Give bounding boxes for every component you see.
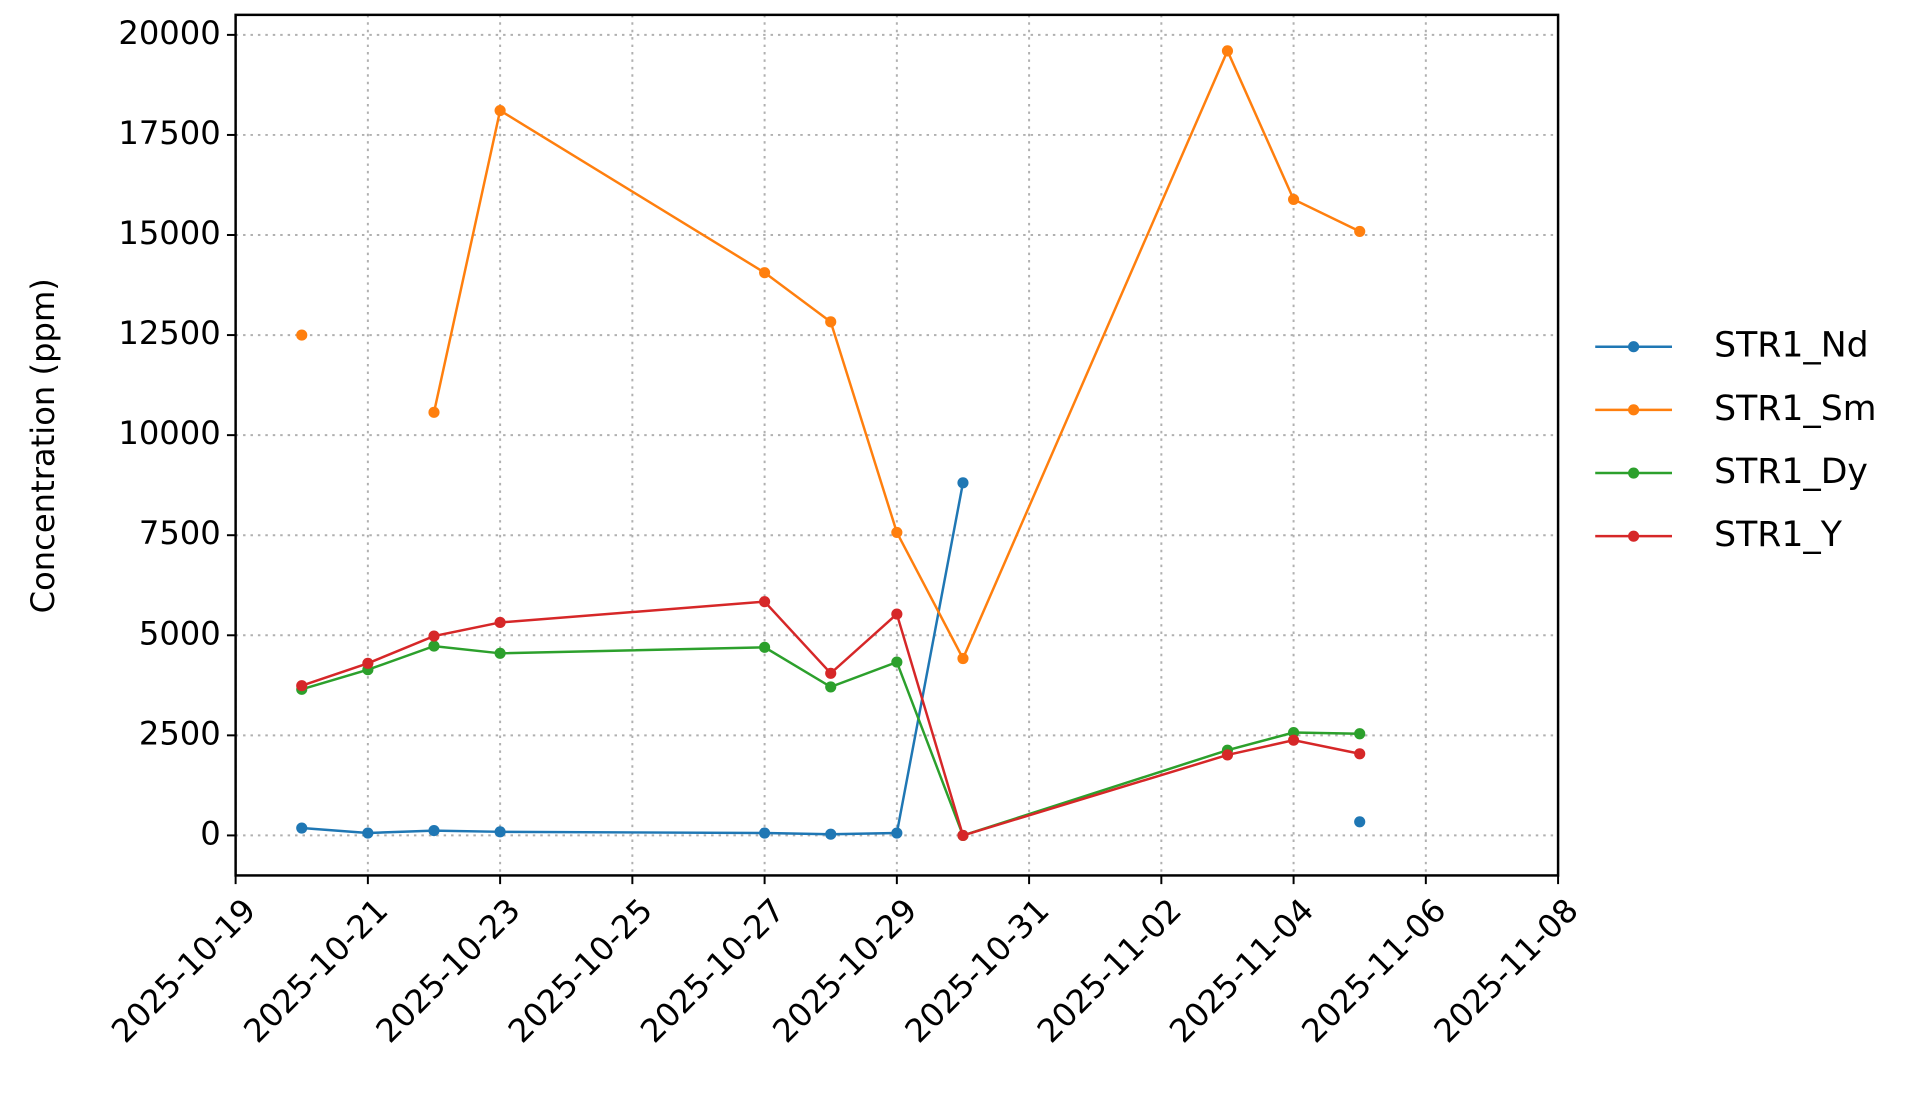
legend-label: STR1_Nd	[1714, 326, 1869, 366]
data-point	[494, 104, 506, 117]
data-point	[494, 647, 506, 659]
plot-frame	[234, 13, 1560, 877]
data-point	[759, 596, 771, 608]
data-point	[428, 825, 440, 837]
series-line	[301, 600, 1360, 837]
data-point	[1354, 816, 1366, 828]
data-point	[428, 406, 440, 418]
legend-label: STR1_Y	[1714, 515, 1843, 555]
legend-label: STR1_Dy	[1714, 452, 1868, 492]
data-point	[891, 526, 903, 538]
data-point	[957, 829, 969, 841]
data-point	[296, 329, 308, 341]
data-point	[362, 657, 374, 669]
y-tick-label: 10000	[118, 414, 220, 452]
y-tick-label: 20000	[118, 14, 220, 52]
data-point	[957, 477, 969, 489]
legend-marker	[1628, 341, 1640, 353]
data-point	[1221, 45, 1234, 57]
y-tick-label: 15000	[118, 214, 220, 252]
data-point	[1354, 748, 1366, 760]
data-point	[759, 641, 771, 653]
data-point	[1354, 728, 1366, 740]
data-point	[825, 667, 837, 679]
data-point	[1354, 225, 1366, 237]
y-axis-label: Concentration (ppm)	[24, 278, 62, 613]
data-point	[1288, 734, 1300, 746]
y-tick-label: 7500	[139, 514, 221, 552]
y-tick-label: 2500	[139, 714, 221, 752]
legend-marker	[1628, 404, 1640, 416]
data-point	[891, 656, 903, 668]
y-tick-label: 12500	[118, 314, 220, 352]
data-point	[825, 681, 837, 693]
data-point	[891, 608, 903, 620]
legend-label: STR1_Sm	[1714, 389, 1876, 429]
data-point	[296, 822, 308, 834]
legend-marker	[1628, 467, 1640, 479]
data-point	[296, 680, 308, 692]
y-tick-label: 17500	[118, 114, 220, 152]
data-point	[759, 827, 771, 839]
data-point	[891, 827, 903, 839]
series-line	[301, 482, 965, 836]
data-point	[494, 616, 506, 629]
data-point	[1221, 749, 1234, 761]
data-point	[1288, 193, 1300, 205]
data-point	[759, 267, 771, 279]
data-point	[957, 652, 969, 665]
data-point	[825, 828, 837, 840]
y-tick-label: 0	[200, 814, 220, 852]
data-point	[825, 316, 837, 328]
y-tick-label: 5000	[139, 614, 221, 652]
data-point	[494, 826, 506, 838]
data-point	[362, 827, 374, 839]
data-point	[428, 640, 440, 652]
data-point	[428, 630, 440, 642]
legend-marker	[1628, 530, 1640, 542]
